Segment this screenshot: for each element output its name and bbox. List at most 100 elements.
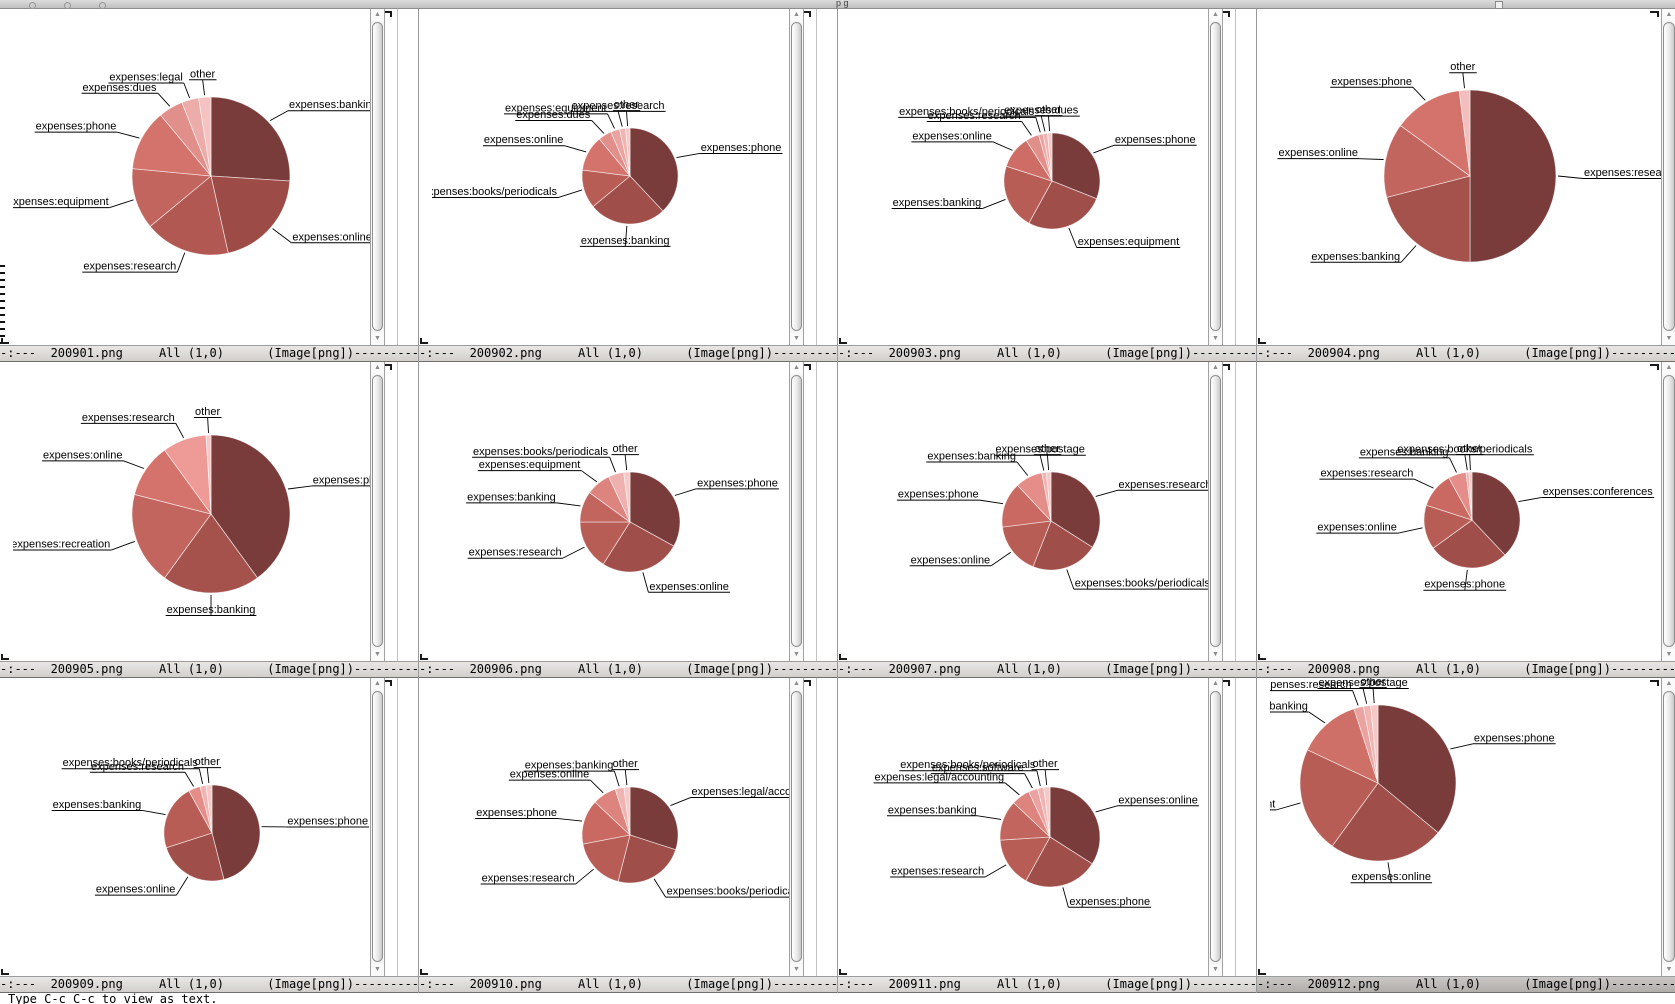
image-buffer[interactable]: expenses:research expenses:books/periodic… bbox=[838, 362, 1256, 661]
scrollbar-thumb[interactable] bbox=[791, 691, 802, 962]
fringe-corner-icon bbox=[1221, 364, 1230, 370]
modeline[interactable]: -:--- 200906.png All (1,0) (Image[png])-… bbox=[419, 661, 837, 678]
svg-text:expenses:research: expenses:research bbox=[83, 261, 176, 273]
scrollbar-up-arrow-icon[interactable]: ▲ bbox=[371, 362, 384, 374]
vertical-scrollbar[interactable]: ▲ ▼ bbox=[1208, 9, 1223, 345]
image-buffer[interactable]: expenses:conferences expenses:phone expens… bbox=[1257, 362, 1675, 661]
fringe-corner-icon bbox=[1221, 680, 1230, 686]
scrollbar-thumb[interactable] bbox=[1663, 375, 1675, 647]
modeline[interactable]: -:--- 200901.png All (1,0) (Image[png])-… bbox=[0, 345, 418, 362]
scrollbar-up-arrow-icon[interactable]: ▲ bbox=[1209, 362, 1222, 374]
modeline[interactable]: -:--- 200912.png All (1,0) (Image[png])-… bbox=[1257, 976, 1675, 993]
vertical-scrollbar[interactable]: ▲ ▼ bbox=[789, 9, 804, 345]
svg-text:expenses:online: expenses:online bbox=[292, 231, 371, 243]
svg-text:expenses:legal: expenses:legal bbox=[109, 72, 182, 84]
scrollbar-up-arrow-icon[interactable]: ▲ bbox=[790, 678, 803, 690]
modeline[interactable]: -:--- 200910.png All (1,0) (Image[png])-… bbox=[419, 976, 837, 993]
pie-chart: expenses:phone expenses:online expenses:re… bbox=[466, 443, 779, 593]
scrollbar-down-arrow-icon[interactable]: ▼ bbox=[1662, 333, 1675, 345]
image-buffer[interactable]: expenses:phoneexpenses:bankingexpenses:r… bbox=[0, 362, 418, 661]
vertical-scrollbar[interactable]: ▲ ▼ bbox=[789, 362, 804, 661]
scrollbar-down-arrow-icon[interactable]: ▼ bbox=[790, 964, 803, 976]
svg-text:expenses:equipment: expenses:equipment bbox=[479, 459, 581, 471]
pie-chart: expenses:conferences expenses:phone expens… bbox=[1316, 443, 1655, 591]
scrollbar-up-arrow-icon[interactable]: ▲ bbox=[371, 678, 384, 690]
scrollbar-down-arrow-icon[interactable]: ▼ bbox=[790, 333, 803, 345]
scrollbar-thumb[interactable] bbox=[1210, 375, 1221, 647]
vertical-scrollbar[interactable]: ▲ ▼ bbox=[1661, 9, 1675, 345]
scrollbar-down-arrow-icon[interactable]: ▼ bbox=[371, 964, 384, 976]
modeline[interactable]: -:--- 200911.png All (1,0) (Image[png])-… bbox=[838, 976, 1256, 993]
modeline-text: -:--- 200909.png All (1,0) (Image[png])-… bbox=[0, 977, 418, 991]
scrollbar-thumb[interactable] bbox=[791, 375, 802, 647]
fringe-corner-bottom-icon bbox=[839, 969, 847, 975]
modeline[interactable]: -:--- 200905.png All (1,0) (Image[png])-… bbox=[0, 661, 418, 678]
scrollbar-thumb[interactable] bbox=[372, 375, 383, 647]
scrollbar-thumb[interactable] bbox=[1663, 22, 1675, 331]
scrollbar-up-arrow-icon[interactable]: ▲ bbox=[790, 9, 803, 21]
scrollbar-down-arrow-icon[interactable]: ▼ bbox=[1209, 333, 1222, 345]
modeline[interactable]: -:--- 200902.png All (1,0) (Image[png])-… bbox=[419, 345, 837, 362]
scrollbar-up-arrow-icon[interactable]: ▲ bbox=[790, 362, 803, 374]
vertical-scrollbar[interactable]: ▲ ▼ bbox=[370, 678, 385, 976]
scrollbar-up-arrow-icon[interactable]: ▲ bbox=[1662, 9, 1675, 21]
image-buffer[interactable]: expenses:research expenses:banking expense… bbox=[1257, 9, 1675, 345]
scrollbar-up-arrow-icon[interactable]: ▲ bbox=[1662, 362, 1675, 374]
document-icon bbox=[1495, 1, 1503, 9]
svg-text:expenses:books/periodicals: expenses:books/periodicals bbox=[899, 106, 1035, 118]
scrollbar-thumb[interactable] bbox=[1663, 691, 1675, 962]
minimize-window-icon[interactable] bbox=[64, 2, 71, 9]
modeline[interactable]: -:--- 200904.png All (1,0) (Image[png])-… bbox=[1257, 345, 1675, 362]
scrollbar-thumb[interactable] bbox=[372, 691, 383, 962]
svg-text:other: other bbox=[1457, 443, 1482, 455]
zoom-window-icon[interactable] bbox=[99, 2, 106, 9]
image-buffer[interactable]: expenses:phone expenses:banking expenses:b… bbox=[419, 9, 837, 345]
image-buffer[interactable]: expenses:banking expenses:online expenses:… bbox=[0, 9, 418, 345]
fringe-corner-bottom-icon bbox=[1258, 338, 1266, 344]
svg-text:expenses:recreation: expenses:recreation bbox=[13, 539, 110, 551]
svg-text:expenses:phone: expenses:phone bbox=[1069, 896, 1150, 908]
vertical-scrollbar[interactable]: ▲ ▼ bbox=[370, 362, 385, 661]
fringe-corner-bottom-icon bbox=[1258, 654, 1266, 660]
image-buffer[interactable]: expenses:phone expenses:online expenses:re… bbox=[419, 362, 837, 661]
modeline[interactable]: -:--- 200903.png All (1,0) (Image[png])-… bbox=[838, 345, 1256, 362]
vertical-scrollbar[interactable]: ▲ ▼ bbox=[789, 678, 804, 976]
scrollbar-thumb[interactable] bbox=[1210, 22, 1221, 331]
svg-text:expenses:phone: expenses:phone bbox=[701, 142, 782, 154]
vertical-scrollbar[interactable]: ▲ ▼ bbox=[1661, 678, 1675, 976]
vertical-scrollbar[interactable]: ▲ ▼ bbox=[1661, 362, 1675, 661]
vertical-scrollbar[interactable]: ▲ ▼ bbox=[1208, 362, 1223, 661]
modeline[interactable]: -:--- 200909.png All (1,0) (Image[png])-… bbox=[0, 976, 418, 993]
scrollbar-down-arrow-icon[interactable]: ▼ bbox=[371, 333, 384, 345]
scrollbar-up-arrow-icon[interactable]: ▲ bbox=[1209, 678, 1222, 690]
emacs-window: expenses:phone expenses:banking expenses:b… bbox=[419, 9, 838, 362]
fringe-corner-icon bbox=[383, 364, 392, 370]
scrollbar-down-arrow-icon[interactable]: ▼ bbox=[1662, 964, 1675, 976]
scrollbar-thumb[interactable] bbox=[372, 22, 383, 331]
close-window-icon[interactable] bbox=[29, 2, 36, 9]
scrollbar-thumb[interactable] bbox=[791, 22, 802, 331]
vertical-scrollbar[interactable]: ▲ ▼ bbox=[1208, 678, 1223, 976]
modeline[interactable]: -:--- 200907.png All (1,0) (Image[png])-… bbox=[838, 661, 1256, 678]
modeline-text: -:--- 200908.png All (1,0) (Image[png])-… bbox=[1257, 662, 1675, 676]
image-buffer[interactable]: expenses:phone expenses:online expenses:eq… bbox=[1257, 678, 1675, 976]
image-buffer[interactable]: expenses:online expenses:phone expenses:re… bbox=[838, 678, 1256, 976]
image-buffer[interactable]: expenses:legal/accounting expenses:books/… bbox=[419, 678, 837, 976]
scrollbar-down-arrow-icon[interactable]: ▼ bbox=[371, 649, 384, 661]
scrollbar-down-arrow-icon[interactable]: ▼ bbox=[1209, 964, 1222, 976]
image-buffer[interactable]: expenses:phone expenses:equipment expenses… bbox=[838, 9, 1256, 345]
modeline[interactable]: -:--- 200908.png All (1,0) (Image[png])-… bbox=[1257, 661, 1675, 678]
fringe-corner-icon bbox=[1221, 11, 1230, 17]
image-buffer[interactable]: expenses:phone expenses:online expenses:ba… bbox=[0, 678, 418, 976]
pie-chart: expenses:online expenses:phone expenses:re… bbox=[873, 758, 1199, 908]
echo-area[interactable]: Type C-c C-c to view as text. bbox=[0, 993, 1675, 1004]
scrollbar-down-arrow-icon[interactable]: ▼ bbox=[1209, 649, 1222, 661]
scrollbar-thumb[interactable] bbox=[1210, 691, 1221, 962]
scrollbar-up-arrow-icon[interactable]: ▲ bbox=[1209, 9, 1222, 21]
scrollbar-up-arrow-icon[interactable]: ▲ bbox=[1662, 678, 1675, 690]
scrollbar-down-arrow-icon[interactable]: ▼ bbox=[1662, 649, 1675, 661]
scrollbar-down-arrow-icon[interactable]: ▼ bbox=[790, 649, 803, 661]
svg-text:expenses:banking: expenses:banking bbox=[1270, 701, 1308, 713]
scrollbar-up-arrow-icon[interactable]: ▲ bbox=[371, 9, 384, 21]
vertical-scrollbar[interactable]: ▲ ▼ bbox=[370, 9, 385, 345]
